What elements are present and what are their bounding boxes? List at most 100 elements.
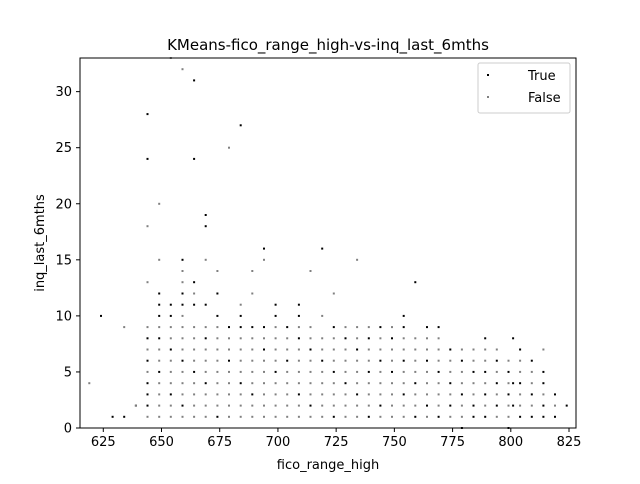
data-point xyxy=(402,382,405,385)
data-point xyxy=(228,382,230,385)
x-tick-label: 625 xyxy=(91,435,116,450)
data-point xyxy=(123,415,126,418)
data-point xyxy=(146,348,149,351)
data-point xyxy=(111,415,114,418)
data-point xyxy=(414,359,417,362)
data-point xyxy=(216,382,219,385)
data-point xyxy=(554,415,556,418)
data-point xyxy=(309,359,312,362)
data-point xyxy=(495,359,498,362)
data-point xyxy=(484,382,487,385)
data-point xyxy=(274,370,277,373)
y-tick-label: 25 xyxy=(55,141,72,156)
legend: True False xyxy=(477,62,571,114)
data-point xyxy=(472,370,475,373)
data-point xyxy=(251,359,254,362)
data-point xyxy=(169,415,172,418)
data-point xyxy=(426,337,428,340)
data-point xyxy=(391,404,393,407)
data-point xyxy=(169,337,172,340)
data-point xyxy=(414,281,417,284)
data-point xyxy=(193,157,196,160)
data-point xyxy=(146,404,149,407)
data-point xyxy=(181,404,184,407)
data-point xyxy=(204,214,207,216)
data-point xyxy=(181,281,184,284)
x-axis-ticks: 625 650 675 700 725 750 775 800 825 xyxy=(91,428,581,450)
data-point xyxy=(228,393,230,396)
data-point xyxy=(309,270,312,272)
data-point xyxy=(228,415,230,418)
data-point xyxy=(495,393,498,396)
data-point xyxy=(134,404,137,407)
data-point xyxy=(512,404,515,407)
data-point xyxy=(321,404,324,407)
data-point xyxy=(426,393,428,396)
y-tick-label: 30 xyxy=(55,85,72,100)
data-point xyxy=(158,258,161,261)
data-point xyxy=(286,404,289,407)
data-point xyxy=(449,348,452,351)
data-point xyxy=(414,404,417,407)
data-point xyxy=(356,393,359,396)
data-point xyxy=(158,303,161,306)
data-point xyxy=(414,337,417,340)
data-point xyxy=(216,404,219,407)
data-point xyxy=(251,370,254,373)
data-point xyxy=(379,415,382,418)
data-point xyxy=(251,382,254,385)
data-point xyxy=(530,393,533,396)
data-point xyxy=(356,326,359,329)
data-point xyxy=(274,359,277,362)
data-point xyxy=(181,292,184,295)
data-point xyxy=(158,393,161,396)
data-point xyxy=(216,359,219,362)
data-point xyxy=(286,348,289,351)
data-point xyxy=(123,326,126,329)
data-point xyxy=(286,415,289,418)
data-point xyxy=(274,404,277,407)
data-point xyxy=(88,382,91,385)
data-point xyxy=(391,393,393,396)
data-point xyxy=(204,382,207,385)
data-point xyxy=(251,415,254,418)
data-point xyxy=(181,303,184,306)
data-point xyxy=(379,382,382,385)
data-point xyxy=(204,258,207,261)
data-point xyxy=(530,382,533,385)
data-point xyxy=(169,348,172,351)
data-point xyxy=(356,370,359,373)
data-point xyxy=(379,348,382,351)
data-point xyxy=(519,404,522,407)
data-point xyxy=(367,404,370,407)
data-point xyxy=(512,337,515,340)
data-point xyxy=(554,404,556,407)
data-point xyxy=(472,382,475,385)
legend-marker-false xyxy=(487,96,489,98)
data-point xyxy=(321,359,324,362)
data-point xyxy=(356,359,359,362)
data-point xyxy=(193,415,196,418)
legend-box xyxy=(477,62,571,114)
data-point xyxy=(274,303,277,306)
data-point xyxy=(169,326,172,329)
data-point xyxy=(239,393,242,396)
data-point xyxy=(530,359,533,362)
data-point xyxy=(321,370,324,373)
data-point xyxy=(286,359,289,362)
data-point xyxy=(402,348,405,351)
data-point xyxy=(263,258,265,261)
data-point xyxy=(263,359,265,362)
y-tick-label: 15 xyxy=(55,253,72,268)
data-point xyxy=(204,404,207,407)
data-point xyxy=(274,393,277,396)
data-point xyxy=(460,359,463,362)
data-point xyxy=(181,270,184,272)
data-point xyxy=(146,337,149,340)
data-point xyxy=(332,359,335,362)
data-point xyxy=(449,393,452,396)
data-point xyxy=(379,370,382,373)
data-point xyxy=(193,337,196,340)
data-point xyxy=(402,337,405,340)
data-point xyxy=(181,359,184,362)
